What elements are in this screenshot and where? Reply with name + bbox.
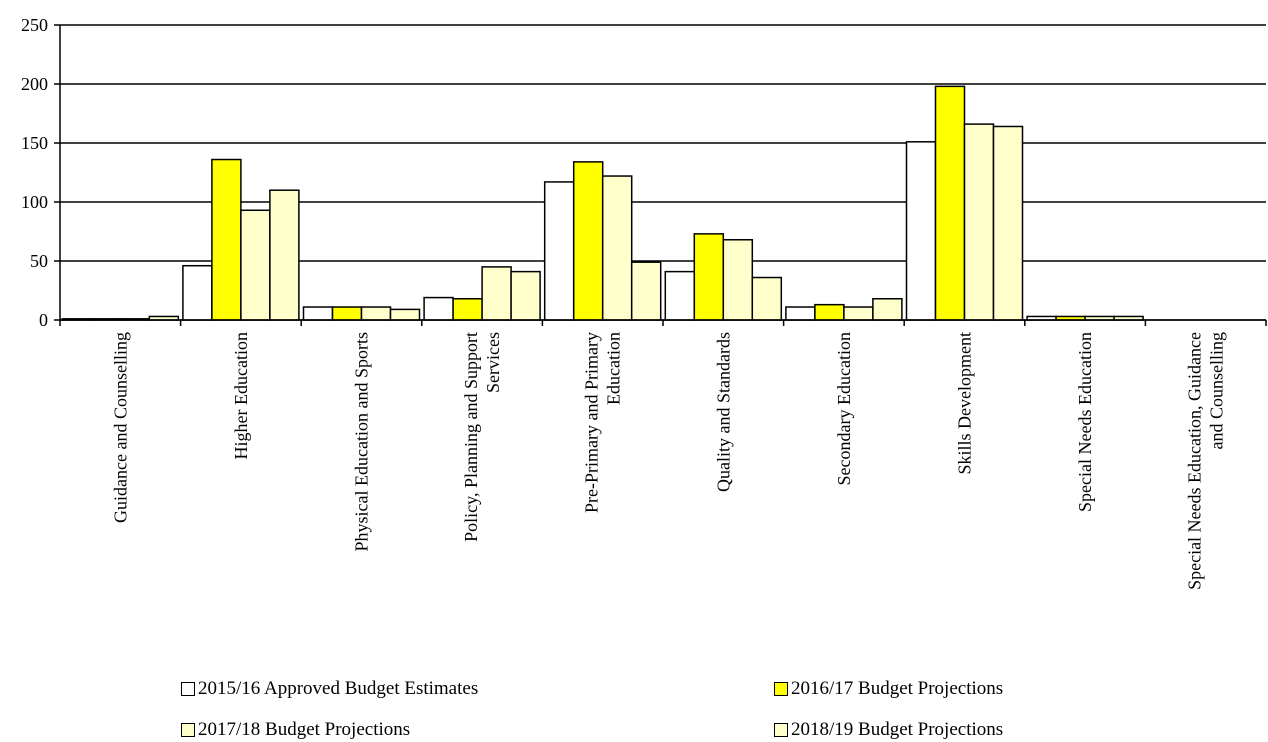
legend-item: 2017/18 Budget Projections [181,719,410,741]
bar [182,264,213,321]
x-tick-label-line: Guidance and Counselling [110,332,130,523]
x-tick-label: Special Needs Education [1075,332,1095,512]
bar [240,209,271,321]
y-tick-label: 200 [21,74,48,94]
bar [992,125,1024,321]
x-tick-label: Special Needs Education, Guidance and Cou… [1185,332,1227,590]
x-tick-label-line: Special Needs Education [1075,332,1095,512]
bar [360,306,392,321]
y-axis-ticks: 0 50 100 150 200 250 [21,15,60,330]
bar [572,161,604,321]
bar [872,298,903,321]
y-tick-label: 50 [30,251,48,271]
x-tick-label: Skills Development [955,332,975,475]
chart: 0 50 100 150 200 250 Guidance and Counselling… [21,15,1267,590]
legend-swatch [774,682,788,696]
legend-swatch [774,723,788,737]
legend-item: 2015/16 Approved Budget Estimates [181,678,478,700]
legend-label: 2018/19 Budget Projections [791,719,1004,740]
legend-label: 2017/18 Budget Projections [198,719,411,740]
y-tick-label: 0 [39,310,48,330]
x-tick-label-line: Higher Education [231,332,251,459]
x-tick-label: Secondary Education [834,332,854,485]
bar [630,261,662,321]
x-tick-label: Pre-Primary and Primary Education [582,332,624,513]
bar [751,276,783,321]
x-tick-label-line: Special Needs Education, Guidance [1185,332,1205,590]
y-tick-label: 100 [21,192,48,212]
x-tick-label-line: Policy, Planning and Support [461,332,481,542]
bar [331,306,363,321]
x-tick-label: Guidance and Counselling [110,332,130,523]
bar [664,270,696,321]
x-tick-label-line: and Counselling [1207,332,1227,450]
y-tick-label: 250 [21,15,48,35]
x-tick-label-line: Services [483,332,503,393]
x-tick-label: Quality and Standards [713,332,733,492]
x-tick-label: Physical Education and Sports [352,332,372,551]
legend-swatch [181,723,195,737]
bar [843,306,874,321]
bar [722,239,754,321]
bar [934,85,966,321]
legend-label: 2016/17 Budget Projections [791,678,1004,699]
x-tick-label-line: Skills Development [955,332,975,475]
bar [452,298,483,321]
x-tick-label-line: Education [604,332,624,405]
x-tick-label: Policy, Planning and Support Services [461,332,503,542]
bar [510,270,541,321]
bar [389,308,421,321]
bar [423,296,454,321]
x-tick-label-line: Pre-Primary and Primary [582,332,602,513]
bar [693,233,725,321]
x-tick-label-line: Physical Education and Sports [352,332,372,551]
y-tick-label: 150 [21,133,48,153]
legend-swatch [181,682,195,696]
bar [543,181,575,321]
bar [481,266,512,321]
bar [211,158,242,321]
legend: 2015/16 Approved Budget Estimates 2016/1… [0,670,1268,742]
legend-label: 2015/16 Approved Budget Estimates [198,678,479,699]
axes [59,25,1267,326]
bar [302,306,334,321]
bar [905,141,937,321]
legend-item: 2016/17 Budget Projections [774,678,1003,700]
bar [963,123,995,321]
x-tick-label-line: Secondary Education [834,332,854,485]
bar [814,303,845,321]
bar [785,306,816,321]
x-tick-label: Higher Education [231,332,251,459]
bar [269,189,300,321]
x-tick-label-line: Quality and Standards [713,332,733,492]
bars [61,85,1144,321]
legend-item: 2018/19 Budget Projections [774,719,1003,741]
bar [601,175,633,321]
x-axis-labels: Guidance and Counselling Higher Education… [110,332,1226,590]
